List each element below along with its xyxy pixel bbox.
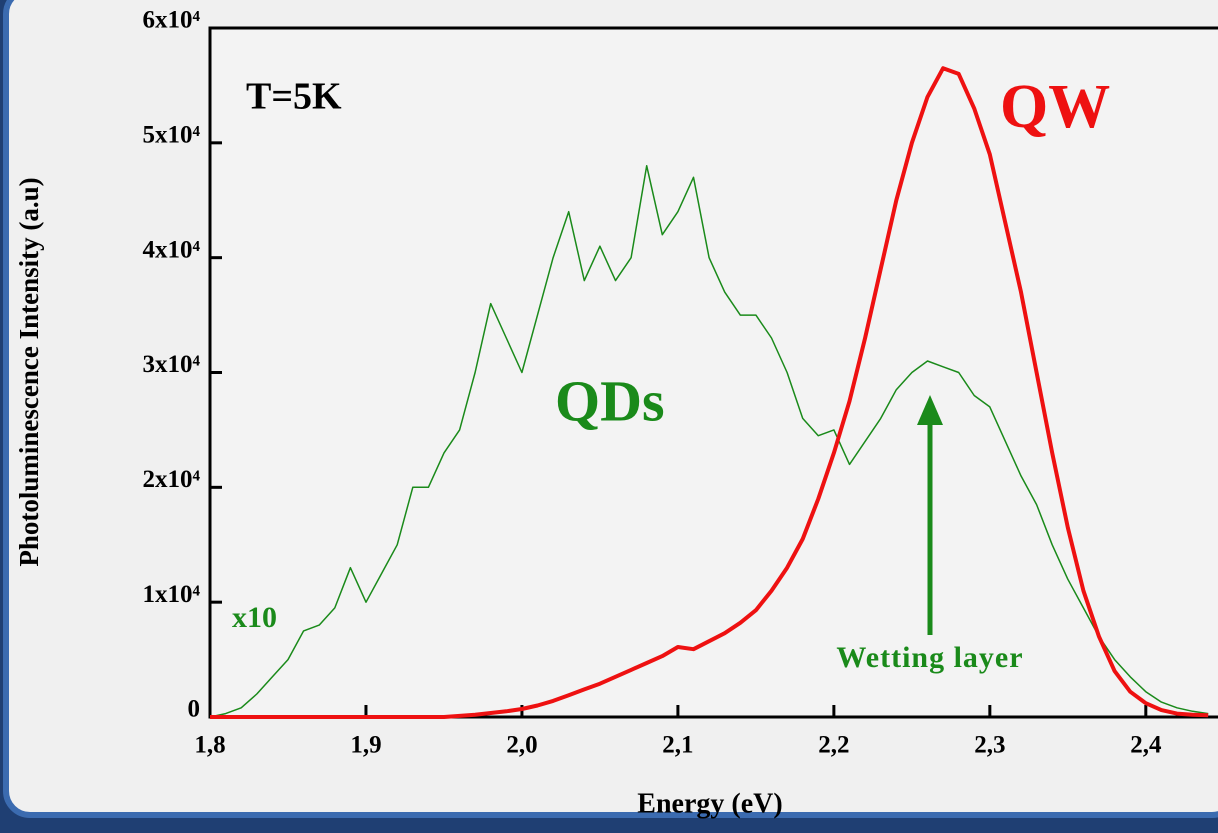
annotation: x10 [232,601,277,634]
y-tick-label: 2x10⁴ [143,466,201,493]
x-tick-label: 1,9 [350,732,381,759]
series-line [210,66,1209,719]
x-tick-label: 2,2 [818,732,849,759]
annotation: Wetting layer [836,641,1023,674]
annotation: QW [1000,73,1110,141]
y-axis-label: Photoluminescence Intensity (a.u) [14,177,44,566]
annotation: T=5K [246,76,342,118]
annotation: QDs [555,368,665,433]
y-tick-label: 4x10⁴ [143,236,201,263]
y-tick-label: 5x10⁴ [143,122,201,149]
x-tick-label: 2,4 [1130,732,1162,759]
y-tick-label: 6x10⁴ [143,7,201,34]
x-tick-label: 1,8 [194,732,225,759]
y-tick-label: 3x10⁴ [143,351,201,378]
plot-frame [208,26,1218,719]
series-line [209,165,1209,718]
x-tick-label: 2,0 [506,732,537,759]
x-tick-label: 2,3 [974,732,1005,759]
y-tick-label: 1x10⁴ [143,581,201,608]
x-tick-label: 2,1 [662,732,693,759]
y-tick-label: 0 [188,696,201,723]
x-axis-label: Energy (eV) [637,788,782,819]
arrow-head [917,395,943,425]
